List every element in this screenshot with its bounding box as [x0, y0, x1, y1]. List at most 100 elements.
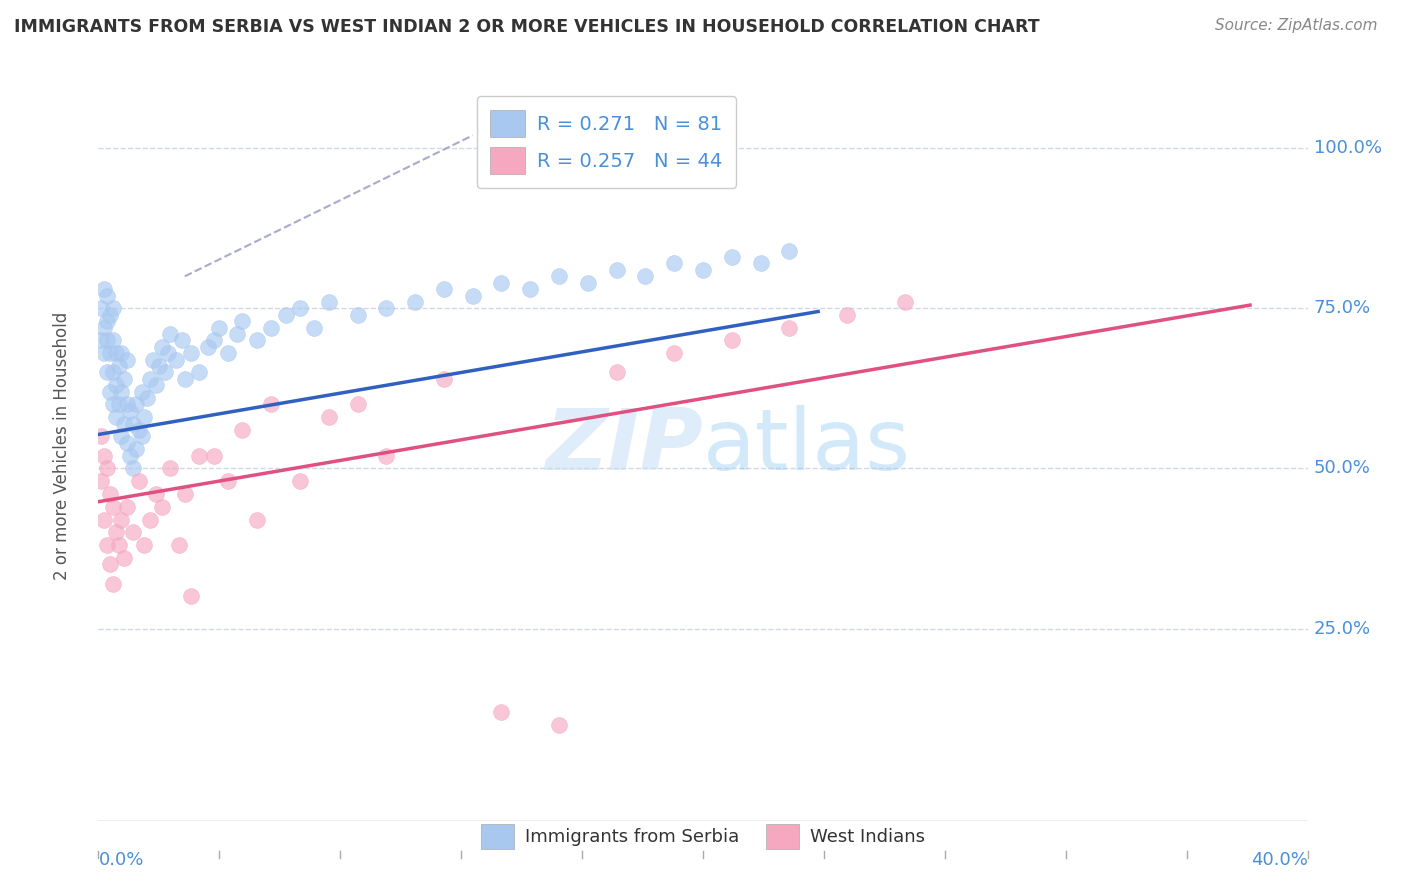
Point — [491, 276, 513, 290]
Point — [128, 474, 150, 488]
Point — [96, 314, 118, 328]
Text: 0.0%: 0.0% — [98, 851, 143, 869]
Point — [90, 429, 112, 443]
Point — [93, 513, 115, 527]
Point — [318, 294, 340, 309]
Point — [98, 346, 121, 360]
Point — [150, 500, 173, 514]
Point — [720, 250, 742, 264]
Point — [115, 500, 138, 514]
Legend: Immigrants from Serbia, West Indians: Immigrants from Serbia, West Indians — [474, 816, 932, 856]
Point — [606, 365, 628, 379]
Point — [125, 397, 148, 411]
Point — [197, 340, 219, 354]
Point — [188, 449, 211, 463]
Point — [664, 256, 686, 270]
Point — [145, 487, 167, 501]
Point — [104, 525, 127, 540]
Point — [96, 288, 118, 302]
Point — [749, 256, 772, 270]
Point — [128, 423, 150, 437]
Point — [101, 301, 124, 316]
Point — [139, 372, 162, 386]
Text: 2 or more Vehicles in Household: 2 or more Vehicles in Household — [53, 312, 72, 580]
Point — [180, 590, 202, 604]
Point — [231, 423, 253, 437]
Point — [122, 461, 145, 475]
Point — [150, 340, 173, 354]
Point — [93, 346, 115, 360]
Point — [112, 417, 135, 431]
Point — [346, 397, 368, 411]
Point — [288, 474, 311, 488]
Point — [93, 282, 115, 296]
Point — [188, 365, 211, 379]
Point — [180, 346, 202, 360]
Point — [110, 346, 132, 360]
Point — [165, 352, 187, 367]
Text: 100.0%: 100.0% — [1313, 139, 1382, 157]
Point — [134, 410, 156, 425]
Point — [634, 269, 657, 284]
Point — [139, 513, 162, 527]
Point — [122, 525, 145, 540]
Point — [93, 449, 115, 463]
Point — [101, 576, 124, 591]
Point — [107, 397, 129, 411]
Point — [375, 301, 398, 316]
Point — [110, 384, 132, 399]
Point — [115, 397, 138, 411]
Point — [104, 378, 127, 392]
Point — [156, 346, 179, 360]
Point — [375, 449, 398, 463]
Point — [173, 487, 195, 501]
Point — [90, 301, 112, 316]
Point — [96, 334, 118, 348]
Point — [304, 320, 326, 334]
Point — [90, 334, 112, 348]
Point — [90, 474, 112, 488]
Point — [125, 442, 148, 457]
Point — [115, 352, 138, 367]
Point — [145, 378, 167, 392]
Point — [893, 294, 915, 309]
Point — [778, 244, 800, 258]
Point — [107, 538, 129, 552]
Point — [664, 346, 686, 360]
Point — [576, 276, 599, 290]
Point — [120, 404, 142, 418]
Point — [104, 410, 127, 425]
Point — [835, 308, 858, 322]
Point — [104, 346, 127, 360]
Point — [318, 410, 340, 425]
Point — [606, 263, 628, 277]
Point — [225, 326, 247, 341]
Point — [720, 334, 742, 348]
Point — [122, 417, 145, 431]
Point — [246, 334, 269, 348]
Point — [115, 435, 138, 450]
Point — [274, 308, 297, 322]
Point — [173, 372, 195, 386]
Point — [159, 326, 181, 341]
Point — [491, 705, 513, 719]
Point — [260, 320, 283, 334]
Point — [134, 538, 156, 552]
Point — [98, 384, 121, 399]
Point — [101, 334, 124, 348]
Point — [131, 384, 153, 399]
Point — [96, 365, 118, 379]
Point — [112, 372, 135, 386]
Point — [96, 461, 118, 475]
Point — [112, 551, 135, 566]
Point — [170, 334, 193, 348]
Point — [142, 352, 165, 367]
Point — [288, 301, 311, 316]
Point — [110, 429, 132, 443]
Point — [202, 449, 225, 463]
Point — [98, 487, 121, 501]
Point — [148, 359, 170, 373]
Text: 50.0%: 50.0% — [1313, 459, 1371, 477]
Text: ZIP: ZIP — [546, 404, 703, 488]
Point — [159, 461, 181, 475]
